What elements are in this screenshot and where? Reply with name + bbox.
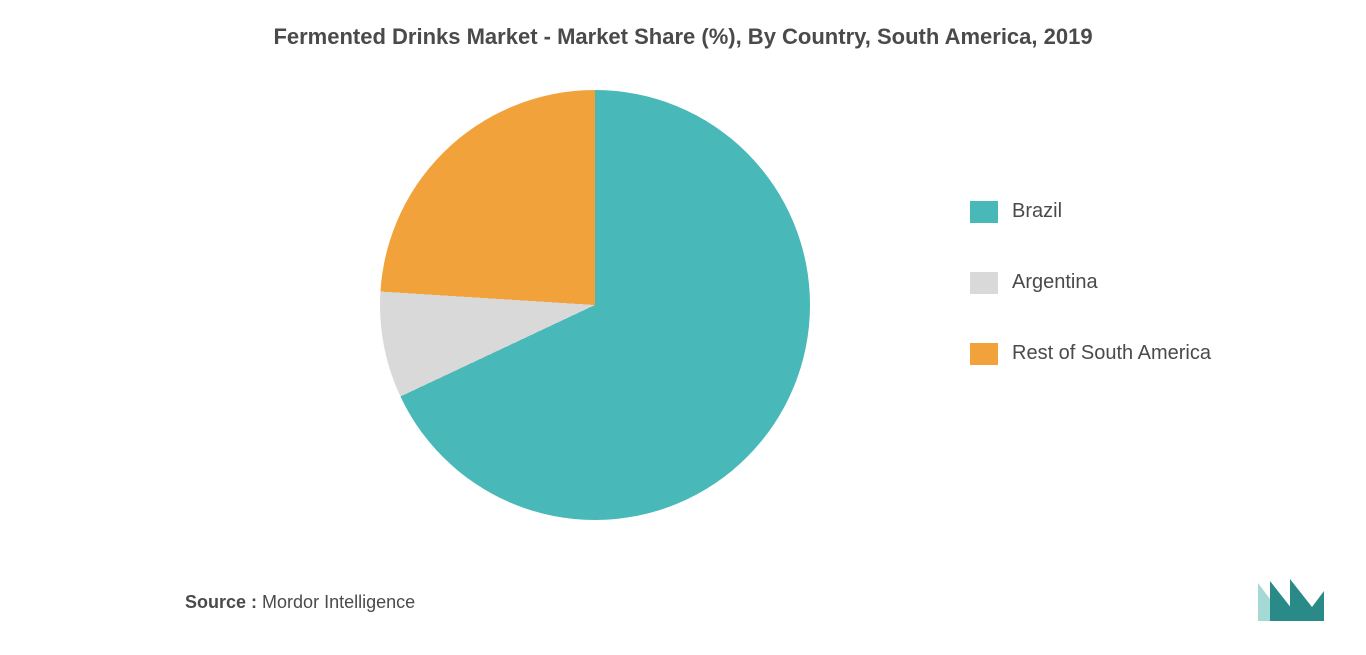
legend-item: Brazil — [970, 200, 1211, 223]
chart-title: Fermented Drinks Market - Market Share (… — [0, 24, 1366, 50]
legend-swatch — [970, 343, 998, 365]
source-line: Source : Mordor Intelligence — [185, 592, 415, 613]
pie-wrap — [380, 90, 810, 520]
legend-swatch — [970, 272, 998, 294]
pie-chart — [380, 90, 810, 520]
chart-area: Brazil Argentina Rest of South America — [0, 70, 1366, 590]
legend: Brazil Argentina Rest of South America — [970, 200, 1211, 365]
legend-label: Argentina — [1012, 271, 1098, 294]
legend-item: Argentina — [970, 271, 1211, 294]
legend-swatch — [970, 201, 998, 223]
source-text: Mordor Intelligence — [262, 592, 415, 612]
source-label: Source : — [185, 592, 257, 612]
mordor-logo — [1256, 577, 1326, 625]
legend-label: Rest of South America — [1012, 342, 1211, 365]
logo-svg — [1256, 577, 1326, 625]
legend-item: Rest of South America — [970, 342, 1211, 365]
legend-label: Brazil — [1012, 200, 1062, 223]
